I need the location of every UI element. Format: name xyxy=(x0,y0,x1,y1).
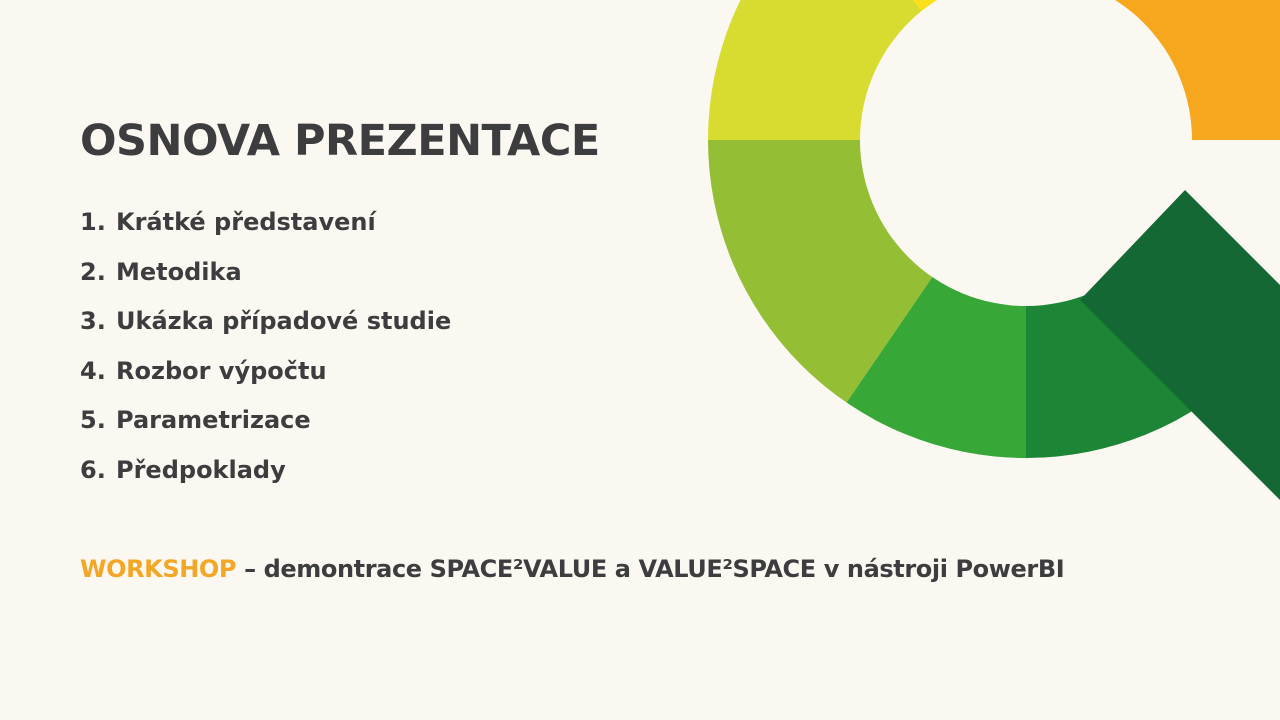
agenda-item-number: 2. xyxy=(80,257,106,286)
agenda-item-label: Rozbor výpočtu xyxy=(116,356,327,385)
agenda-item: 2. Metodika xyxy=(80,248,451,298)
ring-segment-amber xyxy=(1026,0,1160,140)
agenda-item-number: 1. xyxy=(80,208,106,236)
agenda-item: 4. Rozbor výpočtu xyxy=(80,347,451,397)
ring-segment-orange xyxy=(1026,0,1280,140)
agenda-item: 1. Krátké představení xyxy=(80,198,451,248)
agenda-item-label: Ukázka případové studie xyxy=(116,307,452,336)
slide-title: OSNOVA PREZENTACE xyxy=(80,116,600,166)
agenda-item-number: 6. xyxy=(80,455,106,484)
workshop-description: – demontrace SPACE²VALUE a VALUE²SPACE v… xyxy=(236,555,1065,583)
agenda-item-number: 3. xyxy=(80,307,106,336)
magnifier-handle xyxy=(1080,190,1280,500)
agenda-item-number: 4. xyxy=(80,356,106,385)
agenda-item-label: Krátké představení xyxy=(116,208,376,236)
workshop-note: WORKSHOP – demontrace SPACE²VALUE a VALU… xyxy=(80,555,1065,583)
agenda-item: 5. Parametrizace xyxy=(80,396,451,446)
ring-segment-yellow xyxy=(905,0,1135,140)
agenda-item-label: Předpoklady xyxy=(116,455,286,484)
agenda-item-number: 5. xyxy=(80,406,106,435)
agenda-item-label: Metodika xyxy=(116,257,242,286)
agenda-item: 3. Ukázka případové studie xyxy=(80,297,451,347)
workshop-highlight: WORKSHOP xyxy=(80,555,237,583)
agenda-item-label: Parametrizace xyxy=(116,406,311,435)
agenda-item: 6. Předpoklady xyxy=(80,446,451,496)
ring-segment-lime xyxy=(708,0,1026,140)
agenda-list: 1. Krátké představení 2. Metodika 3. Ukázka… xyxy=(80,198,451,496)
